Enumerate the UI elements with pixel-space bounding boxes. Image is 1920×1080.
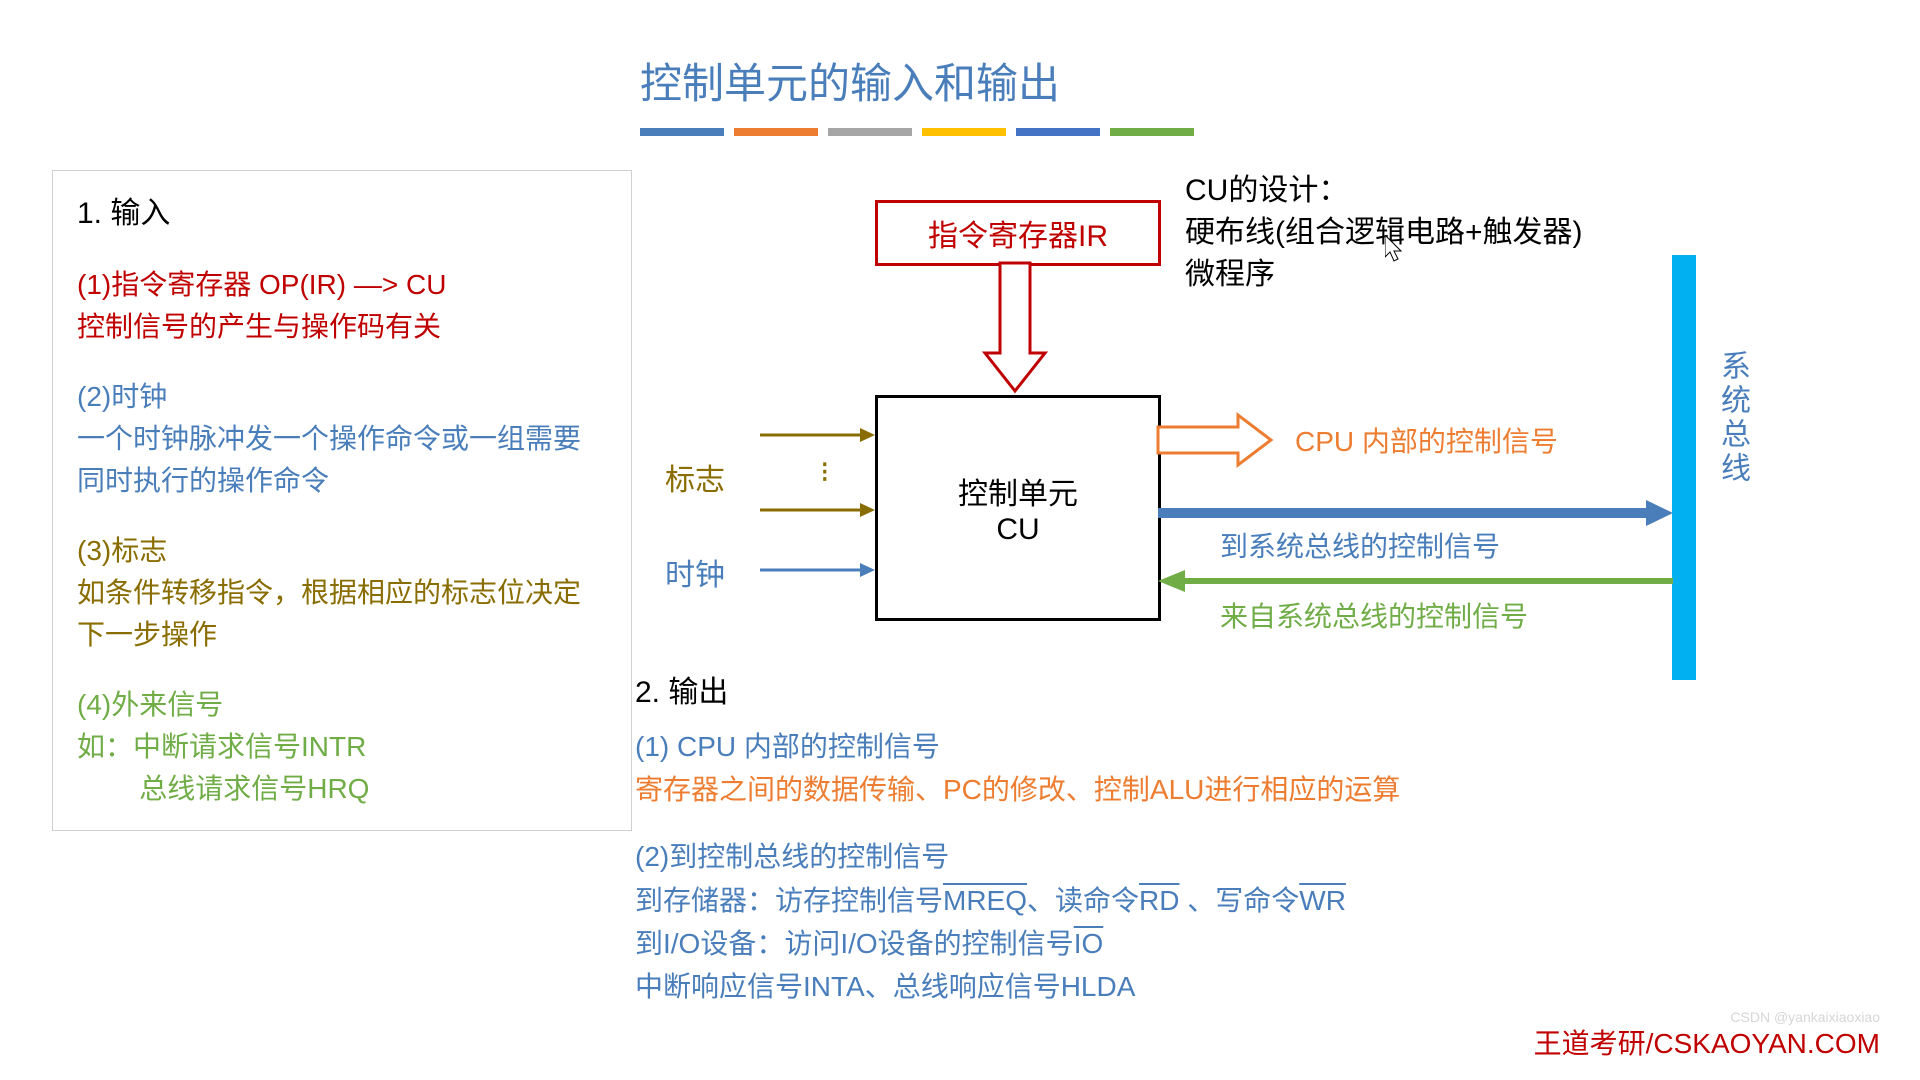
ir-box: 指令寄存器IR bbox=[875, 200, 1161, 266]
system-bus-label: 系统总线 bbox=[1710, 350, 1754, 486]
cu-box-l1: 控制单元 bbox=[958, 469, 1078, 513]
clock-label: 时钟 bbox=[665, 550, 725, 594]
output-section: 2. 输出 (1) CPU 内部的控制信号 寄存器之间的数据传输、PC的修改、控… bbox=[635, 670, 1685, 1009]
input-item-3-l2: 如条件转移指令，根据相应的标志位决定下一步操作 bbox=[77, 572, 607, 656]
to-bus-arrow-icon bbox=[1158, 500, 1673, 526]
system-bus-bar bbox=[1672, 255, 1696, 680]
cu-design-l1: CU的设计： bbox=[1185, 170, 1583, 212]
output-item-2-l1: 到存储器：访存控制信号MREQ、读命令RD 、写命令WR bbox=[635, 879, 1685, 922]
output-item-2-l2: 到I/O设备：访问I/O设备的控制信号IO bbox=[635, 922, 1685, 965]
cpu-arrow-icon bbox=[1158, 415, 1273, 465]
page-title: 控制单元的输入和输出 bbox=[640, 50, 1060, 111]
out2-l1-m2: 、写命令 bbox=[1179, 885, 1299, 916]
out2-l1-pre: 到存储器：访存控制信号 bbox=[635, 885, 943, 916]
input-item-4-l2: 如：中断请求信号INTR bbox=[77, 726, 607, 768]
input-item-3: (3)标志 如条件转移指令，根据相应的标志位决定下一步操作 bbox=[77, 530, 607, 656]
out2-wr: WR bbox=[1299, 885, 1346, 916]
bar-6 bbox=[1110, 128, 1194, 136]
watermark: CSDN @yankaixiaoxiao bbox=[1730, 1009, 1880, 1025]
flag-label-text: 标志 bbox=[665, 464, 725, 497]
cpu-signal-label: CPU 内部的控制信号 bbox=[1295, 420, 1558, 460]
input-item-1: (1)指令寄存器 OP(IR) —> CU 控制信号的产生与操作码有关 bbox=[77, 264, 607, 348]
bar-5 bbox=[1016, 128, 1100, 136]
output-item-2-title: (2)到控制总线的控制信号 bbox=[635, 835, 1685, 878]
cu-box-l2: CU bbox=[996, 513, 1039, 547]
ir-arrow-icon bbox=[985, 263, 1045, 393]
output-item-2-l3: 中断响应信号INTA、总线响应信号HLDA bbox=[635, 965, 1685, 1008]
flag-label: 标志 bbox=[665, 455, 725, 499]
footer-brand: 王道考研/CSKAOYAN.COM bbox=[1534, 1022, 1880, 1062]
cursor-icon bbox=[1385, 235, 1405, 263]
out2-mreq: MREQ bbox=[943, 885, 1027, 916]
input-item-2-l2: 一个时钟脉冲发一个操作命令或一组需要同时执行的操作命令 bbox=[77, 418, 607, 502]
from-bus-label: 来自系统总线的控制信号 bbox=[1220, 595, 1528, 635]
flag-arrow-2-icon bbox=[760, 500, 875, 520]
cu-box: 控制单元 CU bbox=[875, 395, 1161, 621]
title-underline bbox=[640, 128, 1194, 136]
flag-arrow-1-icon bbox=[760, 425, 875, 445]
input-item-2: (2)时钟 一个时钟脉冲发一个操作命令或一组需要同时执行的操作命令 bbox=[77, 376, 607, 502]
output-heading: 2. 输出 bbox=[635, 670, 1685, 717]
bar-1 bbox=[640, 128, 724, 136]
cu-design-text: CU的设计： 硬布线(组合逻辑电路+触发器) 微程序 bbox=[1185, 170, 1583, 296]
bar-4 bbox=[922, 128, 1006, 136]
input-item-4-l3: 总线请求信号HRQ bbox=[77, 768, 607, 810]
clock-arrow-icon bbox=[760, 560, 875, 580]
out2-l2-pre: 到I/O设备：访问I/O设备的控制信号 bbox=[635, 928, 1074, 959]
bar-2 bbox=[734, 128, 818, 136]
input-panel: 1. 输入 (1)指令寄存器 OP(IR) —> CU 控制信号的产生与操作码有… bbox=[52, 170, 632, 831]
out2-l1-m1: 、读命令 bbox=[1027, 885, 1139, 916]
input-item-1-l1: (1)指令寄存器 OP(IR) —> CU bbox=[77, 264, 607, 306]
input-item-1-l2: 控制信号的产生与操作码有关 bbox=[77, 306, 607, 348]
from-bus-arrow-icon bbox=[1158, 570, 1673, 592]
flag-dots: ⁝ bbox=[820, 455, 830, 490]
cu-design-l3: 微程序 bbox=[1185, 254, 1583, 296]
input-item-4: (4)外来信号 如：中断请求信号INTR 总线请求信号HRQ bbox=[77, 684, 607, 810]
input-item-4-l1: (4)外来信号 bbox=[77, 684, 607, 726]
out2-io: IO bbox=[1074, 928, 1104, 959]
input-item-3-l1: (3)标志 bbox=[77, 530, 607, 572]
to-bus-label: 到系统总线的控制信号 bbox=[1220, 525, 1500, 565]
input-item-2-l1: (2)时钟 bbox=[77, 376, 607, 418]
output-item-1-title: (1) CPU 内部的控制信号 bbox=[635, 725, 1685, 768]
bar-3 bbox=[828, 128, 912, 136]
cu-design-l2: 硬布线(组合逻辑电路+触发器) bbox=[1185, 212, 1583, 254]
input-heading: 1. 输入 bbox=[77, 191, 607, 236]
ir-box-label: 指令寄存器IR bbox=[928, 211, 1108, 255]
output-item-1-body: 寄存器之间的数据传输、PC的修改、控制ALU进行相应的运算 bbox=[635, 768, 1685, 811]
out2-rd: RD bbox=[1139, 885, 1179, 916]
